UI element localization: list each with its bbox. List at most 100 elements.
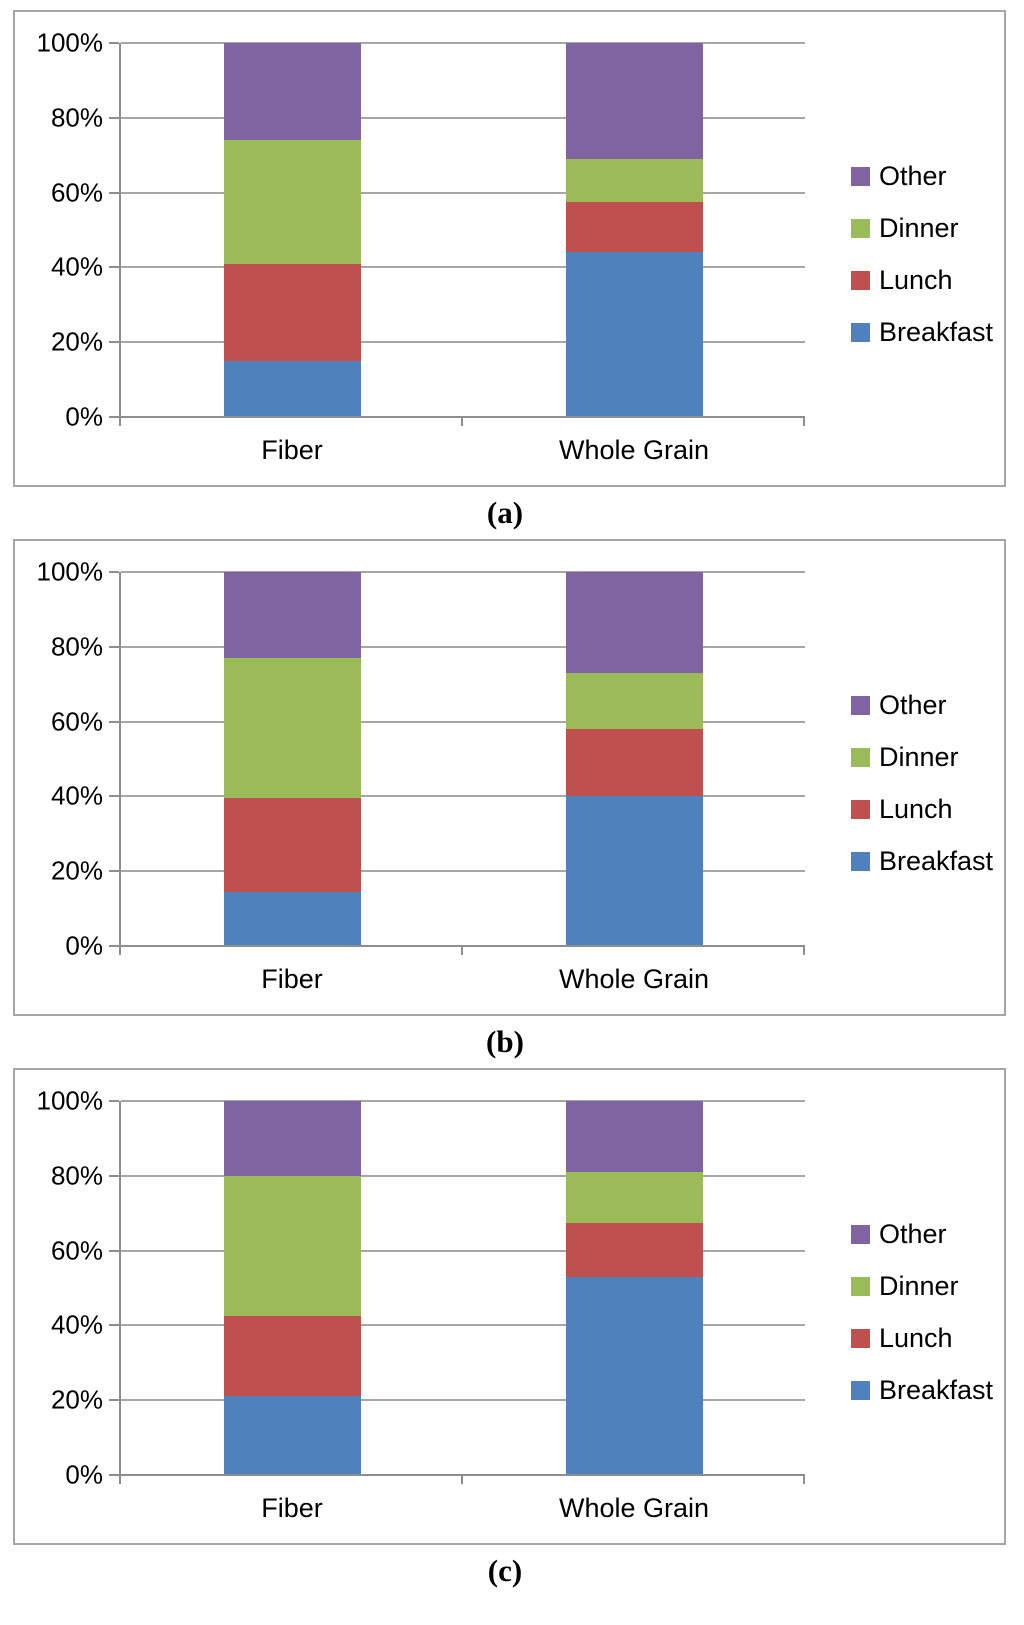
- gridline-20%: [121, 1399, 805, 1402]
- x-axis-tick-0: [119, 1475, 121, 1484]
- y-axis-label-80%: 80%: [50, 1160, 103, 1191]
- gridline-100%: [121, 42, 805, 44]
- y-axis-tick-80%: [109, 1174, 119, 1177]
- y-axis-label-100%: 100%: [36, 556, 104, 587]
- x-category-label-whole-grain: Whole Grain: [558, 435, 710, 465]
- legend-swatch-lunch-icon: [851, 270, 870, 290]
- legend-swatch-dinner-icon: [851, 218, 870, 238]
- legend-item-lunch: Lunch: [851, 254, 993, 306]
- x-axis-tick-2: [803, 1475, 805, 1484]
- legend-label-breakfast: Breakfast: [879, 1374, 994, 1405]
- legend-item-other: Other: [851, 1208, 993, 1260]
- legend-item-other: Other: [851, 150, 993, 202]
- gridline-20%: [121, 341, 805, 344]
- y-axis-label-100%: 100%: [36, 27, 104, 58]
- x-axis-tick-2: [803, 946, 805, 955]
- legend-swatch-lunch-icon: [851, 1328, 870, 1348]
- legend: Other Dinner Lunch Breakfast: [851, 679, 993, 887]
- x-axis-tick-2: [803, 417, 805, 426]
- y-axis-label-60%: 60%: [50, 1235, 103, 1266]
- gridline-40%: [121, 1324, 805, 1327]
- bar-fiber-dinner: [223, 658, 361, 799]
- x-category-label-whole-grain: Whole Grain: [558, 1493, 710, 1523]
- gridline-80%: [121, 1174, 805, 1177]
- y-axis-label-40%: 40%: [50, 780, 103, 811]
- x-category-label-fiber: Fiber: [261, 964, 323, 994]
- y-axis-label-60%: 60%: [50, 177, 103, 208]
- legend-label-dinner: Dinner: [879, 741, 959, 772]
- y-axis-label-100%: 100%: [36, 1085, 104, 1116]
- legend-item-other: Other: [851, 679, 993, 731]
- y-axis-tick-60%: [109, 191, 119, 194]
- bar-fiber-lunch: [223, 798, 361, 892]
- legend-label-lunch: Lunch: [879, 793, 953, 824]
- legend-item-breakfast: Breakfast: [851, 306, 993, 358]
- x-axis-tick-1: [461, 946, 463, 955]
- figure-caption-c: (c): [487, 1553, 523, 1588]
- gridline-40%: [121, 266, 805, 269]
- legend-item-dinner: Dinner: [851, 1260, 993, 1312]
- legend: Other Dinner Lunch Breakfast: [851, 150, 993, 358]
- y-axis-tick-20%: [109, 870, 119, 873]
- gridline-40%: [121, 795, 805, 798]
- y-axis-tick-80%: [109, 116, 119, 119]
- gridline-80%: [121, 645, 805, 648]
- gridline-60%: [121, 191, 805, 194]
- chart-panel-a: 0% 20% 40% 60% 80% 100% Fiber Whole Grain Other D…: [13, 10, 1006, 487]
- legend-label-other: Other: [879, 689, 947, 720]
- legend-swatch-other-icon: [851, 166, 870, 186]
- y-axis-label-0%: 0%: [65, 930, 103, 961]
- y-axis-label-0%: 0%: [65, 401, 103, 432]
- bar-whole-grain-other: [565, 43, 703, 159]
- bar-whole-grain-dinner: [565, 158, 703, 202]
- x-category-label-fiber: Fiber: [261, 435, 323, 465]
- y-axis-label-80%: 80%: [50, 102, 103, 133]
- gridline-60%: [121, 720, 805, 723]
- legend-item-lunch: Lunch: [851, 1312, 993, 1364]
- y-axis-line: [119, 43, 121, 417]
- bar-fiber-other: [223, 43, 361, 141]
- bar-whole-grain-other: [565, 1101, 703, 1173]
- legend-label-lunch: Lunch: [879, 1322, 953, 1353]
- legend-swatch-breakfast-icon: [851, 322, 870, 342]
- x-axis-tick-1: [461, 1475, 463, 1484]
- y-axis-tick-60%: [109, 1249, 119, 1252]
- gridline-100%: [121, 571, 805, 573]
- legend-label-dinner: Dinner: [879, 1270, 959, 1301]
- y-axis-label-20%: 20%: [50, 1384, 103, 1415]
- legend-item-lunch: Lunch: [851, 783, 993, 835]
- y-axis-tick-0%: [109, 416, 119, 418]
- legend-label-other: Other: [879, 160, 947, 191]
- y-axis-label-40%: 40%: [50, 1309, 103, 1340]
- bar-fiber-lunch: [223, 1316, 361, 1397]
- legend-swatch-dinner-icon: [851, 1276, 870, 1296]
- y-axis-tick-80%: [109, 645, 119, 648]
- bar-fiber-lunch: [223, 263, 361, 361]
- bar-fiber-breakfast: [223, 360, 361, 417]
- y-axis-line: [119, 1101, 121, 1475]
- y-axis-tick-20%: [109, 1399, 119, 1402]
- y-axis-tick-20%: [109, 341, 119, 344]
- legend-label-dinner: Dinner: [879, 212, 959, 243]
- bar-whole-grain-breakfast: [565, 796, 703, 946]
- bar-whole-grain-lunch: [565, 201, 703, 253]
- y-axis-label-20%: 20%: [50, 326, 103, 357]
- x-category-label-whole-grain: Whole Grain: [558, 964, 710, 994]
- figure-caption-b: (b): [486, 1024, 524, 1059]
- y-axis-tick-40%: [109, 266, 119, 269]
- legend-swatch-breakfast-icon: [851, 851, 870, 871]
- x-category-label-fiber: Fiber: [261, 1493, 323, 1523]
- y-axis-tick-0%: [109, 1474, 119, 1476]
- legend-item-breakfast: Breakfast: [851, 1364, 993, 1416]
- legend-swatch-other-icon: [851, 1224, 870, 1244]
- y-axis-label-40%: 40%: [50, 251, 103, 282]
- legend-swatch-other-icon: [851, 695, 870, 715]
- legend-label-lunch: Lunch: [879, 264, 953, 295]
- legend-item-dinner: Dinner: [851, 202, 993, 254]
- legend-item-dinner: Dinner: [851, 731, 993, 783]
- bar-fiber-dinner: [223, 1175, 361, 1317]
- y-axis-tick-40%: [109, 1324, 119, 1327]
- legend: Other Dinner Lunch Breakfast: [851, 1208, 993, 1416]
- bar-fiber-dinner: [223, 140, 361, 264]
- legend-item-breakfast: Breakfast: [851, 835, 993, 887]
